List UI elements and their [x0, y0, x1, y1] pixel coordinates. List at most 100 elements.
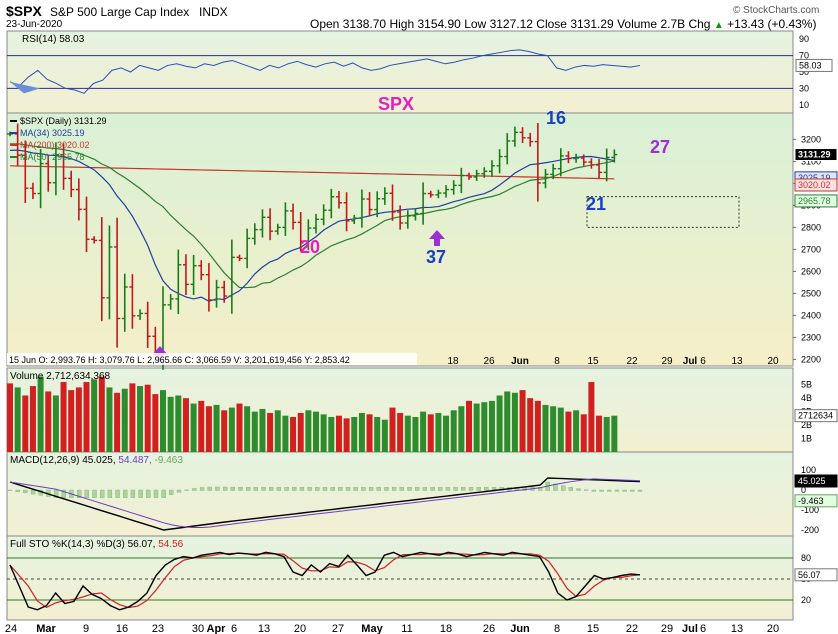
volume-bar — [542, 404, 549, 452]
ma34-line — [9, 149, 615, 302]
bottom-axis-tick-label: Jun — [510, 623, 530, 634]
volume-bar — [435, 412, 442, 452]
volume-bar — [198, 400, 205, 452]
mid-axis-tick-label: 20 — [767, 356, 779, 367]
macd-histogram-bar — [484, 487, 489, 491]
price-tick-label: 2400 — [801, 310, 821, 320]
volume-bar — [504, 391, 511, 452]
rsi-tick-label: 50 — [799, 67, 809, 77]
macd-histogram-bar — [307, 487, 312, 491]
macd-histogram-bar — [622, 489, 627, 492]
macd-histogram-bar — [261, 487, 266, 491]
arrow-up-icon — [429, 230, 445, 246]
volume-bar — [121, 388, 128, 452]
macd-histogram-bar — [361, 487, 366, 491]
volume-bar — [519, 390, 526, 452]
volume-bar — [221, 410, 228, 452]
sto-label-main: Full STO %K(14,3) %D(3) 56.07, — [10, 539, 158, 550]
last-value-label: 3025.19 — [798, 173, 831, 183]
price-tick-label: 2600 — [801, 266, 821, 276]
macd-label-signal: 54.487, — [118, 455, 154, 466]
volume-bar — [412, 417, 419, 452]
volume-bar — [511, 392, 518, 452]
sto-d-line — [9, 552, 641, 609]
macd-value-box — [794, 474, 838, 488]
legend-label: $SPX (Daily) 3131.29 — [20, 116, 107, 126]
high-label: High — [389, 17, 415, 31]
macd-signal-line — [9, 478, 641, 529]
bottom-axis-tick-label: 16 — [116, 623, 128, 634]
bottom-axis-tick-label: 29 — [661, 623, 673, 634]
sto-tick-label: 20 — [801, 595, 811, 605]
bottom-axis-tick-label: 23 — [152, 623, 164, 634]
rsi-tick-label: 70 — [799, 51, 809, 61]
low-label: Low — [464, 17, 487, 31]
macd-histogram-bar — [299, 487, 305, 491]
rsi-tick-label: 90 — [799, 34, 809, 44]
volume-bar — [213, 404, 220, 452]
macd-label: MACD(12,26,9) 45.025, 54.487, -9.463 — [10, 455, 183, 466]
volume-bar — [175, 395, 182, 452]
bottom-axis-tick-label: Jul — [682, 623, 698, 634]
macd-histogram-bar — [153, 489, 159, 498]
volume-bar — [236, 403, 243, 452]
annotation-label: 16 — [546, 108, 566, 128]
chg-value: +13.43 (+0.43%) — [727, 17, 817, 31]
volume-value-box — [794, 409, 838, 423]
volume-bar — [496, 395, 503, 452]
support-box — [586, 196, 740, 228]
volume-bar — [22, 395, 29, 452]
macd-histogram-bar — [100, 489, 105, 498]
volume-bar — [397, 412, 404, 452]
rsi-tick-label: 30 — [799, 83, 809, 93]
macd-histogram-bar — [561, 485, 566, 491]
mid-axis-tick-label: 8 — [554, 356, 560, 367]
macd-histogram-bar — [130, 489, 136, 498]
volume-label: Volume — [617, 17, 658, 31]
mid-axis-tick-label: Jul — [683, 356, 698, 367]
bottom-axis-tick-label: 24 — [5, 623, 17, 634]
volume-bar — [443, 415, 450, 452]
mid-axis-tick-label: 13 — [731, 356, 743, 367]
volume-bar — [550, 406, 557, 452]
macd-tick-label: -100 — [801, 505, 819, 515]
volume-bar — [351, 417, 358, 452]
volume-bar — [488, 400, 495, 452]
volume-bar — [404, 415, 411, 452]
bottom-axis-tick-label: 11 — [401, 623, 412, 634]
macd-tick-label: 100 — [801, 465, 816, 475]
mid-axis-tick-label: 29 — [661, 356, 673, 367]
bottom-axis-tick-label: 9 — [83, 623, 89, 634]
rsi-panel — [6, 30, 794, 114]
macd-histogram-bar — [284, 487, 289, 491]
volume-bar — [389, 407, 396, 452]
volume-bar — [129, 383, 136, 452]
macd-histogram-bar — [23, 489, 28, 494]
macd-histogram-bar — [246, 487, 251, 491]
price-tick-label: 3200 — [801, 134, 821, 144]
macd-histogram-bar — [107, 489, 113, 498]
volume-bar — [374, 417, 381, 452]
macd-histogram-bar — [445, 487, 451, 491]
macd-histogram-bar — [415, 487, 420, 491]
volume-tick-label: 1B — [801, 434, 812, 444]
macd-tick-label: -200 — [801, 525, 819, 535]
volume-bar — [603, 417, 610, 452]
open-value: 3138.70 — [342, 17, 387, 31]
macd-histogram-bar — [468, 487, 474, 491]
low-value: 3127.12 — [489, 17, 533, 31]
macd-hist-value-label: -9.463 — [798, 496, 824, 506]
macd-histogram-bar — [61, 489, 66, 498]
volume-bar — [152, 394, 159, 452]
price-tick-label: 2300 — [801, 332, 821, 342]
macd-label-hist: -9.463 — [155, 455, 184, 466]
macd-histogram-bar — [568, 487, 574, 491]
volume-bar — [534, 400, 541, 452]
macd-histogram-bar — [353, 487, 358, 491]
bottom-axis-tick-label: 20 — [294, 623, 306, 634]
macd-histogram-bar — [476, 487, 481, 491]
macd-histogram-bar — [376, 487, 381, 491]
mid-axis-tick-label: 26 — [483, 356, 495, 367]
volume-label: Volume 2,712,634,368 — [10, 371, 111, 382]
volume-bar — [274, 410, 281, 452]
